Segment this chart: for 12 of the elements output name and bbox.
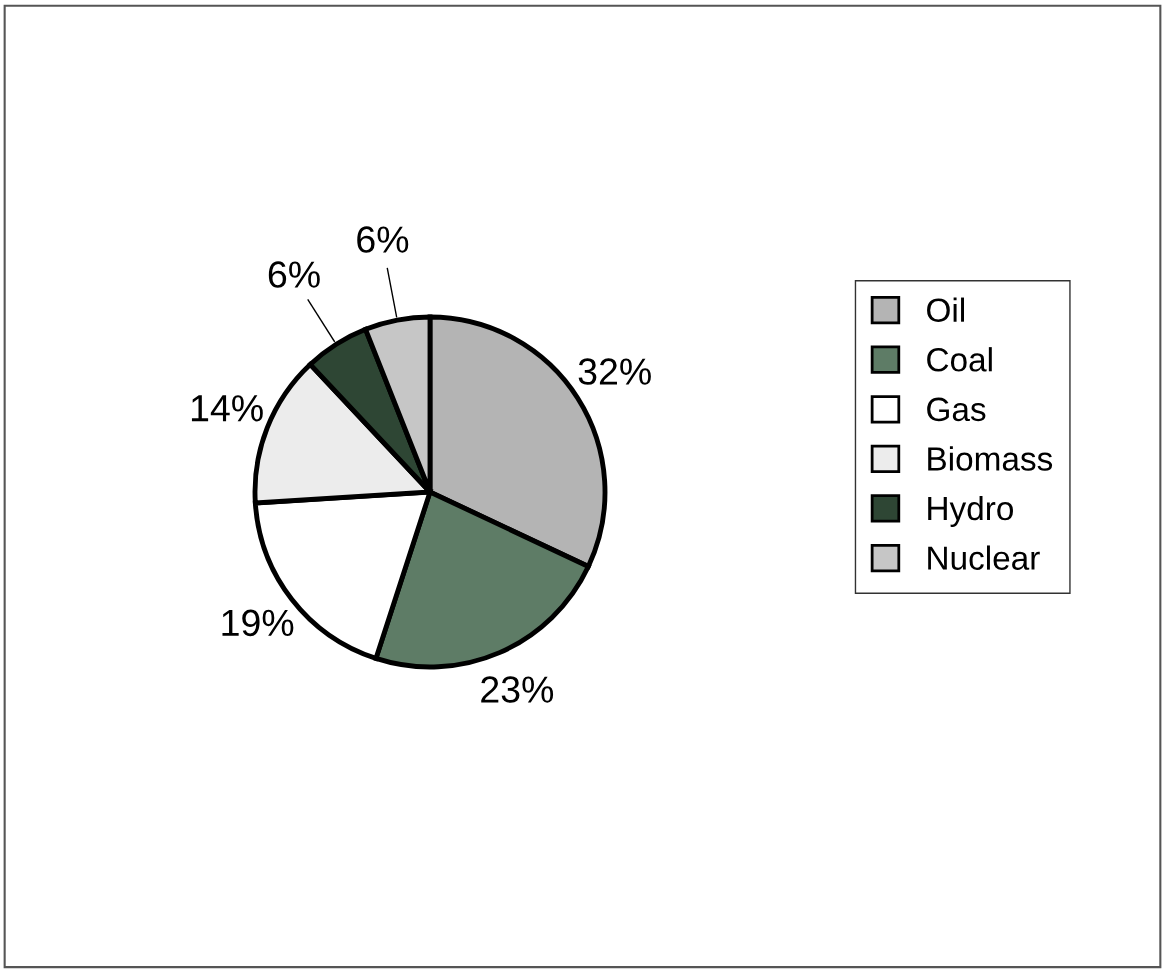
legend-label: Hydro (928, 495, 1013, 527)
legend-label: Biomass (928, 446, 1053, 471)
data-label: 6% (357, 226, 409, 253)
data-label: 19% (222, 609, 294, 637)
data-label: 23% (481, 676, 554, 703)
data-label: 32% (578, 358, 651, 385)
data-label: 14% (191, 395, 263, 422)
data-label: 6% (268, 261, 320, 288)
legend-label: Nuclear (928, 545, 1040, 570)
legend-label: Oil (927, 297, 964, 323)
legend-label: Gas (927, 397, 986, 422)
legend-label: Coal (927, 347, 992, 372)
